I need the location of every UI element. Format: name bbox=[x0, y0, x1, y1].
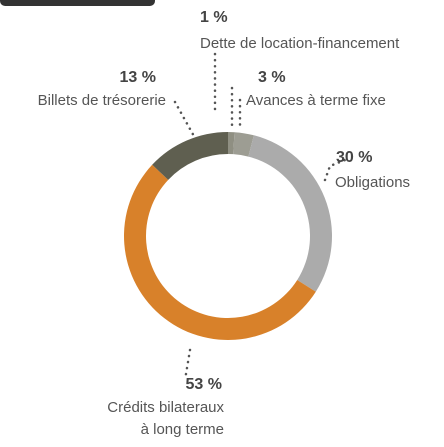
category-label: Dette de location-financement bbox=[200, 35, 400, 52]
cropped-header bbox=[0, 0, 155, 6]
category-label: à long terme bbox=[141, 421, 224, 438]
leader-lines bbox=[173, 52, 347, 382]
category-label: Obligations bbox=[335, 174, 410, 191]
value-label: 13 % bbox=[120, 69, 156, 86]
category-label: Billets de trésorerie bbox=[38, 92, 166, 109]
value-label: 1 % bbox=[200, 9, 228, 26]
value-label: 3 % bbox=[258, 69, 286, 86]
category-label: Crédits bilateraux bbox=[107, 399, 224, 416]
value-label: 30 % bbox=[336, 149, 372, 166]
slice bbox=[228, 132, 235, 155]
slice bbox=[152, 132, 228, 180]
slice bbox=[123, 164, 316, 340]
value-label: 53 % bbox=[186, 376, 222, 393]
category-label: Avances à terme fixe bbox=[246, 92, 386, 109]
slice bbox=[233, 132, 254, 157]
slice bbox=[248, 135, 332, 292]
